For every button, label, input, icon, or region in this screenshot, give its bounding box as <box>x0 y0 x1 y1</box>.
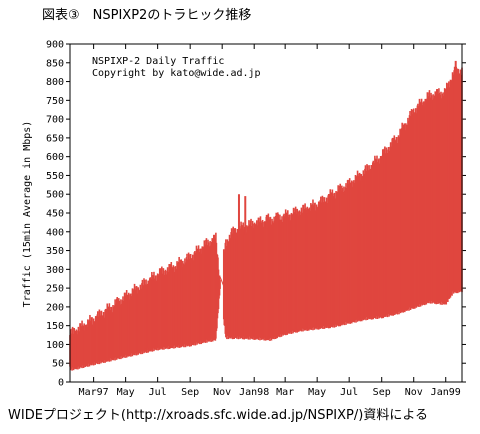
y-tick-label: 550 <box>46 171 64 182</box>
x-tick-labels: Mar97 May Jul Sep Nov Jan98 Mar May Jul Sep Nov Jan… <box>79 387 461 398</box>
y-tick-label: 150 <box>46 321 64 332</box>
y-tick-labels: 0 50 100 150 200 250 300 350 400 450 500 550 600 650 7… <box>46 40 64 389</box>
y-tick-label: 500 <box>46 190 64 201</box>
y-tick-label: 650 <box>46 133 64 144</box>
y-tick-label: 800 <box>46 77 64 88</box>
x-tick-label: Jul <box>149 387 167 398</box>
traffic-chart: 0 50 100 150 200 250 300 350 400 450 500 550 600 650 7… <box>22 40 466 398</box>
y-tick-label: 350 <box>46 246 64 257</box>
x-tick-label: Sep <box>181 387 199 398</box>
x-tick-label: Sep <box>373 387 391 398</box>
y-tick-label: 100 <box>46 340 64 351</box>
x-tick-label: Mar97 <box>79 387 109 398</box>
y-tick-label: 600 <box>46 152 64 163</box>
traffic-area <box>69 60 463 371</box>
x-tick-label: May <box>117 387 135 398</box>
x-tick-label: Jan98 <box>239 387 269 398</box>
y-tick-label: 450 <box>46 209 64 220</box>
data-gap-line <box>219 276 225 287</box>
x-tick-label: Jul <box>340 387 358 398</box>
y-tick-label: 200 <box>46 302 64 313</box>
y-tick-label: 700 <box>46 115 64 126</box>
y-tick-label: 850 <box>46 58 64 69</box>
figure-source: WIDEプロジェクト(http://xroads.sfc.wide.ad.jp/… <box>8 408 428 423</box>
axes <box>69 43 463 383</box>
chart-title: NSPIXP-2 Daily Traffic <box>92 56 224 67</box>
y-tick-label: 0 <box>58 378 64 389</box>
y-tick-label: 900 <box>46 40 64 51</box>
x-tick-label: Mar <box>276 387 294 398</box>
x-tick-label: Nov <box>405 387 423 398</box>
y-tick-label: 250 <box>46 284 64 295</box>
chart-subtitle: Copyright by kato@wide.ad.jp <box>92 68 261 79</box>
plot-frame <box>69 43 463 383</box>
x-tick-label: Jan99 <box>431 387 461 398</box>
x-tick-label: May <box>308 387 326 398</box>
y-tick-label: 750 <box>46 96 64 107</box>
y-tick-label: 300 <box>46 265 64 276</box>
y-tick-label: 50 <box>52 359 64 370</box>
y-axis-label: Traffic (15min Average in Mbps) <box>22 121 33 308</box>
figure-title: 図表③ NSPIXP2のトラヒック推移 <box>42 8 252 23</box>
y-tick-label: 400 <box>46 227 64 238</box>
x-tick-label: Nov <box>213 387 231 398</box>
